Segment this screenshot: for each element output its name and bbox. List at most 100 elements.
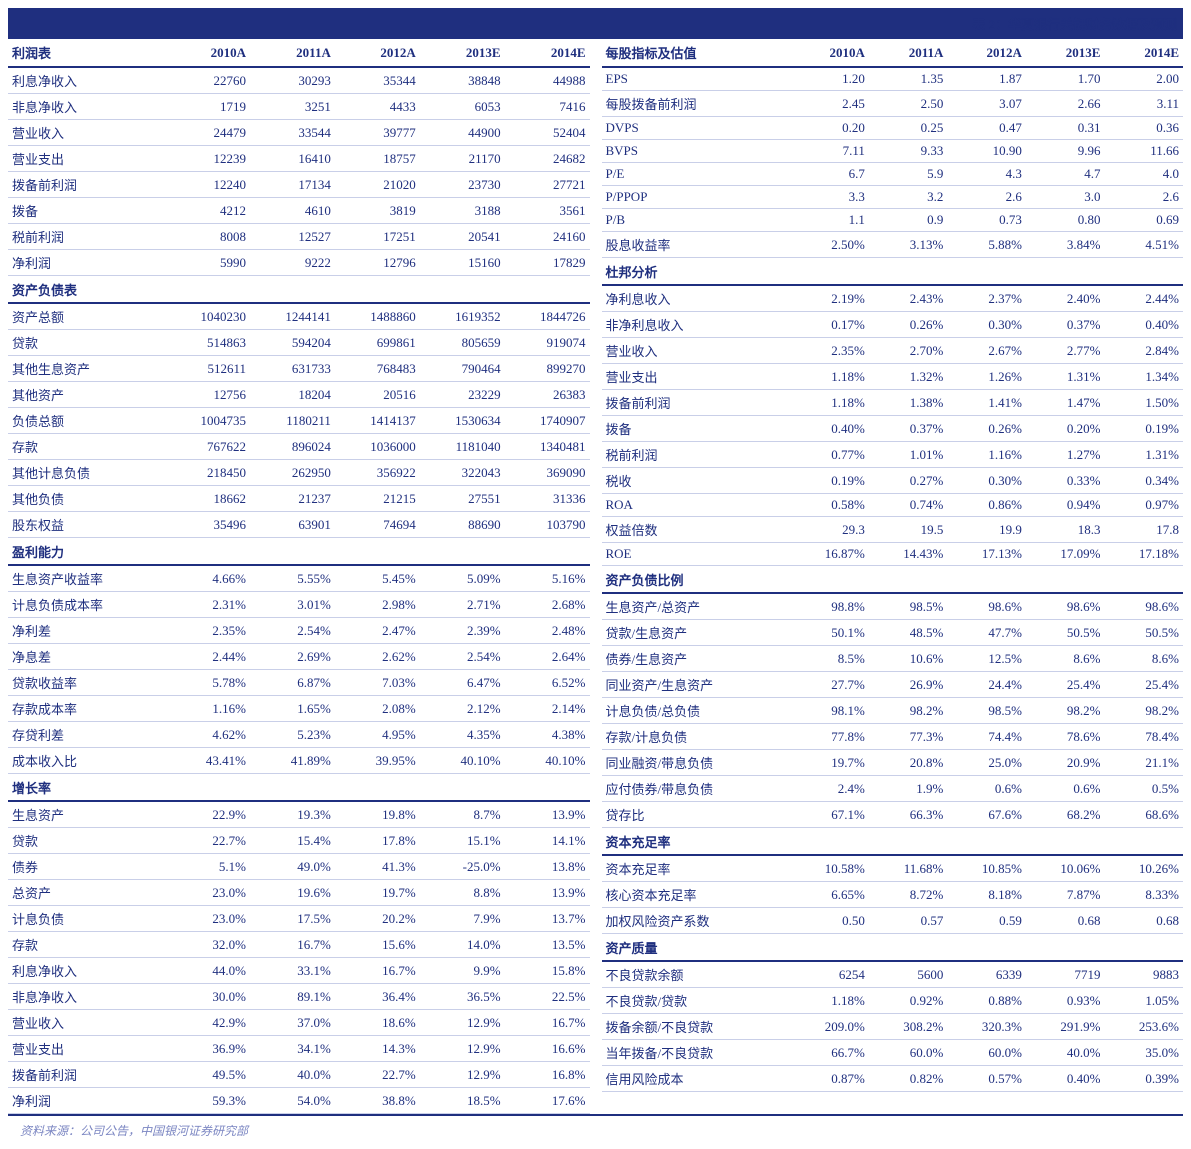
- cell-value: 1.38%: [869, 390, 948, 416]
- cell-value: 10.6%: [869, 646, 948, 672]
- header-year: 2011A: [250, 39, 335, 67]
- cell-value: 805659: [420, 330, 505, 356]
- cell-value: 47.7%: [947, 620, 1026, 646]
- cell-value: 0.94%: [1026, 494, 1105, 517]
- cell-value: 18662: [165, 486, 250, 512]
- row-label: 生息资产收益率: [8, 565, 165, 592]
- cell-value: 32.0%: [165, 932, 250, 958]
- table-row: 税收0.19%0.27%0.30%0.33%0.34%: [602, 468, 1184, 494]
- cell-value: 14.1%: [505, 828, 590, 854]
- cell-value: 22.9%: [165, 801, 250, 828]
- cell-value: 1.47%: [1026, 390, 1105, 416]
- cell-value: 68.2%: [1026, 802, 1105, 828]
- cell-value: 98.2%: [869, 698, 948, 724]
- cell-value: 6.65%: [790, 882, 869, 908]
- table-row: 资产总额10402301244141148886016193521844726: [8, 303, 590, 330]
- table-row: 加权风险资产系数0.500.570.590.680.68: [602, 908, 1184, 934]
- cell-value: 6053: [420, 94, 505, 120]
- cell-value: 0.50: [790, 908, 869, 934]
- table-row: 净利息收入2.19%2.43%2.37%2.40%2.44%: [602, 285, 1184, 312]
- cell-value: 1.70: [1026, 67, 1105, 91]
- cell-value: 2.14%: [505, 696, 590, 722]
- cell-value: 60.0%: [869, 1040, 948, 1066]
- row-label: 总资产: [8, 880, 165, 906]
- cell-value: 2.54%: [250, 618, 335, 644]
- cell-value: 1004735: [165, 408, 250, 434]
- cell-value: 5.09%: [420, 565, 505, 592]
- cell-value: 308.2%: [869, 1014, 948, 1040]
- table-row: 拨备余额/不良贷款209.0%308.2%320.3%291.9%253.6%: [602, 1014, 1184, 1040]
- cell-value: 5.88%: [947, 232, 1026, 258]
- table-row: 非息净收入30.0%89.1%36.4%36.5%22.5%: [8, 984, 590, 1010]
- row-label: 贷存比: [602, 802, 791, 828]
- row-label: 营业收入: [8, 120, 165, 146]
- cell-value: 4212: [165, 198, 250, 224]
- cell-value: 2.62%: [335, 644, 420, 670]
- cell-value: 7416: [505, 94, 590, 120]
- cell-value: 9.9%: [420, 958, 505, 984]
- row-label: 拨备前利润: [602, 390, 791, 416]
- cell-value: 63901: [250, 512, 335, 538]
- table-row: 非净利息收入0.17%0.26%0.30%0.37%0.40%: [602, 312, 1184, 338]
- cell-value: 2.50: [869, 91, 948, 117]
- cell-value: 218450: [165, 460, 250, 486]
- table-row: 存款/计息负债77.8%77.3%74.4%78.6%78.4%: [602, 724, 1184, 750]
- table-row: 净息差2.44%2.69%2.62%2.54%2.64%: [8, 644, 590, 670]
- cell-value: 26383: [505, 382, 590, 408]
- cell-value: 6.47%: [420, 670, 505, 696]
- row-label: BVPS: [602, 140, 791, 163]
- cell-value: 12.5%: [947, 646, 1026, 672]
- row-label: 非息净收入: [8, 984, 165, 1010]
- row-label: EPS: [602, 67, 791, 91]
- cell-value: 2.67%: [947, 338, 1026, 364]
- row-label: 加权风险资产系数: [602, 908, 791, 934]
- section-title: 增长率: [8, 774, 590, 802]
- table-row: 负债总额10047351180211141413715306341740907: [8, 408, 590, 434]
- table-row: 拨备前利润1.18%1.38%1.41%1.47%1.50%: [602, 390, 1184, 416]
- row-label: 净利润: [8, 250, 165, 276]
- cell-value: 322043: [420, 460, 505, 486]
- table-row: 同业融资/带息负债19.7%20.8%25.0%20.9%21.1%: [602, 750, 1184, 776]
- cell-value: 2.48%: [505, 618, 590, 644]
- table-row: 生息资产/总资产98.8%98.5%98.6%98.6%98.6%: [602, 593, 1184, 620]
- cell-value: 0.40%: [1104, 312, 1183, 338]
- row-label: 税收: [602, 468, 791, 494]
- cell-value: 30293: [250, 67, 335, 94]
- left-table: 利润表2010A2011A2012A2013E2014E 利息净收入227603…: [8, 39, 590, 1114]
- cell-value: 2.00: [1104, 67, 1183, 91]
- table-row: 净利润59.3%54.0%38.8%18.5%17.6%: [8, 1088, 590, 1114]
- cell-value: 9883: [1104, 961, 1183, 988]
- cell-value: 0.31: [1026, 117, 1105, 140]
- cell-value: 38848: [420, 67, 505, 94]
- cell-value: 7.9%: [420, 906, 505, 932]
- cell-value: 52404: [505, 120, 590, 146]
- cell-value: 1740907: [505, 408, 590, 434]
- cell-value: 54.0%: [250, 1088, 335, 1114]
- cell-value: 18757: [335, 146, 420, 172]
- cell-value: 21215: [335, 486, 420, 512]
- cell-value: 42.9%: [165, 1010, 250, 1036]
- row-label: P/E: [602, 163, 791, 186]
- cell-value: 790464: [420, 356, 505, 382]
- cell-value: 7719: [1026, 961, 1105, 988]
- cell-value: 0.47: [947, 117, 1026, 140]
- cell-value: 1.16%: [165, 696, 250, 722]
- cell-value: 8.33%: [1104, 882, 1183, 908]
- table-row: 计息负债/总负债98.1%98.2%98.5%98.2%98.2%: [602, 698, 1184, 724]
- table-row: P/B1.10.90.730.800.69: [602, 209, 1184, 232]
- cell-value: 98.8%: [790, 593, 869, 620]
- table-row: 资本充足率10.58%11.68%10.85%10.06%10.26%: [602, 855, 1184, 882]
- cell-value: 8.5%: [790, 646, 869, 672]
- cell-value: 16410: [250, 146, 335, 172]
- cell-value: 17.09%: [1026, 543, 1105, 566]
- row-label: 计息负债: [8, 906, 165, 932]
- cell-value: 13.8%: [505, 854, 590, 880]
- row-label: 当年拨备/不良贷款: [602, 1040, 791, 1066]
- cell-value: 12239: [165, 146, 250, 172]
- cell-value: 5.23%: [250, 722, 335, 748]
- row-label: 贷款: [8, 330, 165, 356]
- cell-value: 1.41%: [947, 390, 1026, 416]
- cell-value: 0.37%: [869, 416, 948, 442]
- cell-value: 8.6%: [1026, 646, 1105, 672]
- row-label: 每股拨备前利润: [602, 91, 791, 117]
